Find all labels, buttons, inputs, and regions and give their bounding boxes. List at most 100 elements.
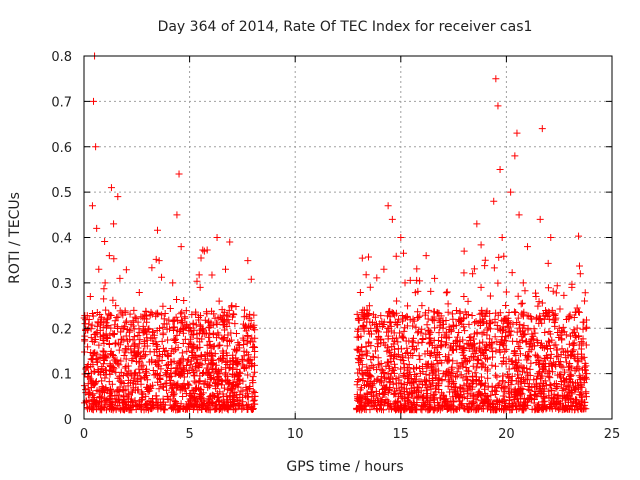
roti-point: [243, 312, 251, 320]
roti-point: [502, 315, 510, 323]
roti-point: [155, 257, 163, 265]
axis-ticks: 0 5 10 15 20 25 0 0.1 0.2 0.3 0.4 0.5 0.6 0.7 0.8: [51, 50, 620, 442]
roti-point: [366, 365, 374, 373]
roti-point: [367, 324, 375, 332]
roti-point: [115, 395, 123, 403]
roti-point: [478, 392, 486, 400]
roti-point: [529, 332, 537, 340]
roti-point: [213, 320, 221, 328]
roti-point: [452, 306, 460, 314]
x-tick-label: 0: [80, 427, 88, 442]
roti-point: [523, 398, 531, 406]
roti-point: [384, 335, 392, 343]
roti-point: [373, 343, 381, 351]
roti-point: [175, 328, 183, 336]
roti-point: [100, 389, 108, 397]
roti-point: [425, 327, 433, 335]
roti-point: [562, 394, 570, 402]
roti-point: [168, 403, 176, 411]
roti-point: [121, 308, 129, 316]
roti-point: [557, 351, 565, 359]
roti-point: [161, 310, 169, 318]
grid-lines: [84, 56, 612, 419]
roti-point: [239, 387, 247, 395]
roti-point: [229, 383, 237, 391]
roti-point: [157, 403, 165, 411]
roti-point: [250, 396, 258, 404]
roti-point: [436, 356, 444, 364]
roti-point: [419, 336, 427, 344]
roti-point: [223, 323, 231, 331]
roti-point: [477, 283, 485, 291]
roti-point: [353, 345, 361, 353]
roti-point: [197, 322, 205, 330]
roti-point: [132, 314, 140, 322]
roti-point: [124, 325, 132, 333]
roti-point: [413, 401, 421, 409]
roti-point: [515, 211, 523, 219]
roti-point: [181, 314, 189, 322]
roti-point: [100, 295, 108, 303]
roti-point: [367, 388, 375, 396]
x-axis-label: GPS time / hours: [286, 459, 403, 475]
roti-point: [175, 359, 183, 367]
roti-point: [169, 324, 177, 332]
roti-point: [573, 324, 581, 332]
roti-point: [427, 385, 435, 393]
roti-point: [441, 372, 449, 380]
roti-point: [460, 314, 468, 322]
roti-point: [182, 361, 190, 369]
roti-point: [492, 371, 500, 379]
roti-point: [571, 332, 579, 340]
roti-point: [418, 406, 426, 414]
roti-point: [110, 220, 118, 228]
roti-point: [427, 404, 435, 412]
roti-point: [499, 354, 507, 362]
roti-point: [362, 271, 370, 279]
roti-point: [232, 370, 240, 378]
roti-point: [523, 338, 531, 346]
roti-point: [120, 392, 128, 400]
roti-point: [226, 338, 234, 346]
roti-point: [245, 322, 253, 330]
roti-point: [99, 354, 107, 362]
roti-point: [221, 404, 229, 412]
roti-point: [356, 352, 364, 360]
roti-point: [121, 348, 129, 356]
roti-point: [199, 369, 207, 377]
roti-point: [515, 324, 523, 332]
x-tick-label: 20: [498, 427, 515, 442]
roti-point: [96, 326, 104, 334]
roti-point: [374, 340, 382, 348]
roti-point: [435, 375, 443, 383]
roti-point: [104, 334, 112, 342]
roti-point: [140, 328, 148, 336]
roti-point: [419, 394, 427, 402]
roti-point: [501, 347, 509, 355]
roti-point: [109, 351, 117, 359]
roti-point: [214, 342, 222, 350]
roti-point: [513, 129, 521, 137]
roti-point: [136, 336, 144, 344]
roti-point: [82, 386, 90, 394]
roti-point: [143, 342, 151, 350]
roti-point: [417, 405, 425, 413]
roti-point: [418, 325, 426, 333]
roti-point: [484, 365, 492, 373]
roti-point: [161, 401, 169, 409]
roti-point: [431, 324, 439, 332]
roti-point: [205, 333, 213, 341]
roti-point: [373, 323, 381, 331]
roti-point: [191, 401, 199, 409]
roti-point: [476, 317, 484, 325]
roti-point: [435, 382, 443, 390]
roti-point: [208, 307, 216, 315]
roti-point: [573, 304, 581, 312]
roti-point: [498, 360, 506, 368]
roti-point: [566, 311, 574, 319]
y-tick-label: 0.5: [51, 186, 72, 201]
roti-point: [431, 274, 439, 282]
roti-point: [158, 273, 166, 281]
roti-point: [179, 393, 187, 401]
roti-point: [98, 377, 106, 385]
